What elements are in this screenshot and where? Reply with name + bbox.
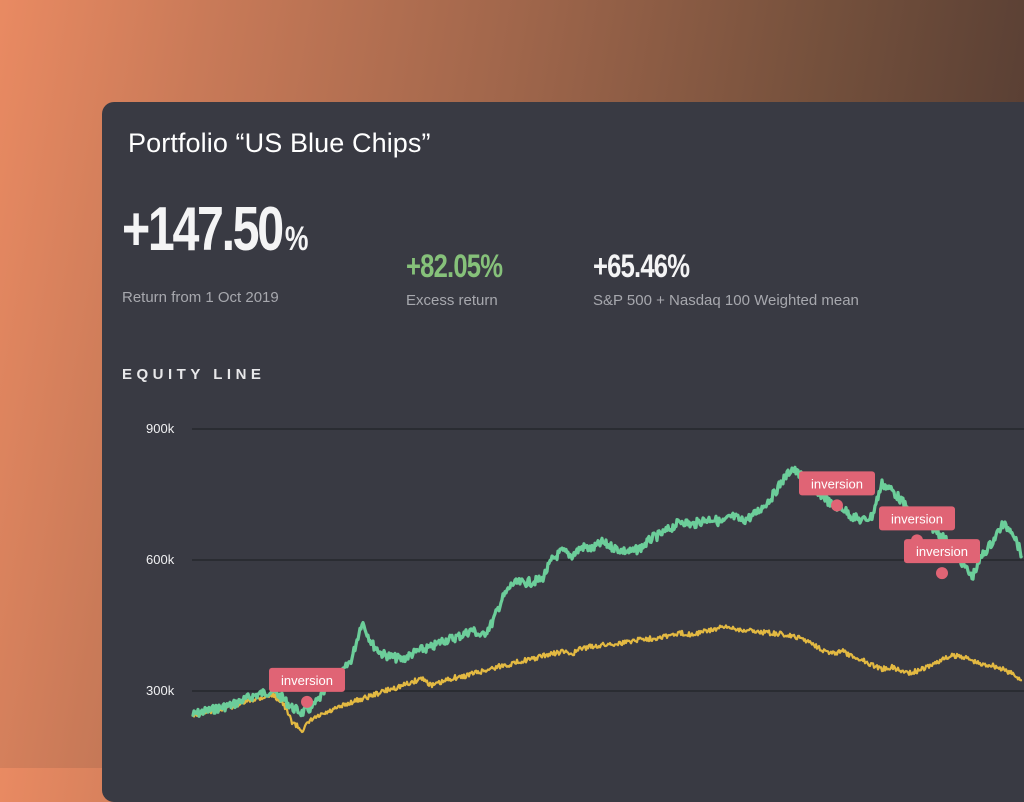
y-tick-600k: 600k — [146, 552, 175, 567]
annotation-tag — [904, 539, 980, 564]
portfolio-card: Portfolio “US Blue Chips” +147.50% Retur… — [102, 102, 1024, 802]
annotation-marker-dot[interactable] — [301, 695, 313, 708]
y-axis: 900k 600k 300k — [146, 421, 1024, 698]
total-return-label: Return from 1 Oct 2019 — [122, 289, 279, 306]
equity-line-chart[interactable]: 900k 600k 300k inversioninversioninversi… — [102, 102, 1024, 802]
inversion-annotation[interactable]: inversion — [879, 506, 955, 547]
annotation-marker-dot[interactable] — [936, 567, 948, 580]
excess-return-label: Excess return — [406, 292, 498, 309]
y-tick-900k: 900k — [146, 421, 175, 436]
total-return-unit: % — [284, 220, 309, 258]
annotation-label: inversion — [281, 673, 333, 688]
annotation-label: inversion — [891, 511, 943, 526]
annotations: inversion inversion inversion inversion — [269, 471, 980, 708]
portfolio-title: Portfolio “US Blue Chips” — [128, 128, 431, 158]
annotation-label: inversion — [811, 476, 863, 491]
annotation-label: inversion — [916, 544, 968, 559]
equity-line-heading: EQUITY LINE — [122, 366, 266, 383]
benchmark-line[interactable] — [191, 624, 1023, 734]
annotation-tag — [269, 667, 345, 692]
benchmark-return-value: +65.46% — [593, 248, 690, 284]
excess-return-value: +82.05% — [406, 248, 503, 284]
inversion-annotation[interactable]: inversion — [269, 667, 345, 708]
inversion-annotation[interactable]: inversion — [904, 539, 980, 580]
total-return-value: +147.50% — [122, 194, 308, 265]
benchmark-return-label: S&P 500 + Nasdaq 100 Weighted mean — [593, 292, 859, 309]
total-return-number: +147.50 — [122, 195, 284, 264]
annotation-tag — [799, 471, 875, 496]
inversion-annotation[interactable]: inversion — [799, 471, 875, 512]
annotation-tag — [879, 506, 955, 531]
annotation-marker-dot[interactable] — [831, 499, 843, 512]
y-tick-300k: 300k — [146, 683, 175, 698]
